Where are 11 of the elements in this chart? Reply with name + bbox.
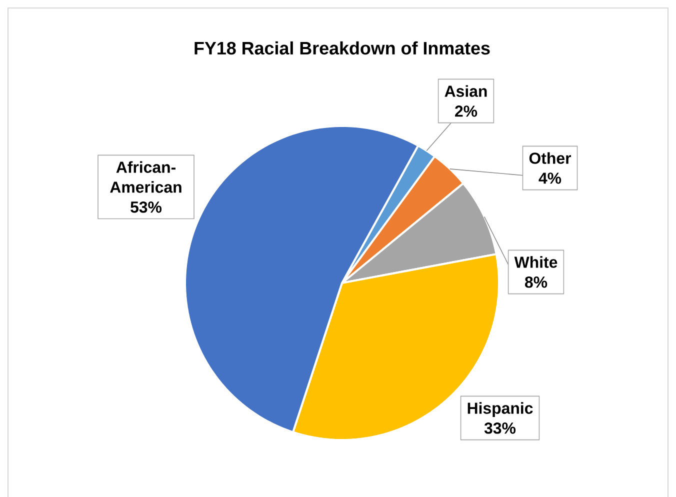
slice-label: Hispanic (468, 402, 533, 417)
slice-label: African-American (110, 161, 182, 193)
data-label: 33% (484, 422, 516, 434)
data-label: 4% (538, 172, 562, 184)
data-label: 8% (524, 276, 548, 288)
slice-label: Asian (444, 85, 487, 97)
slice-label: White (514, 256, 558, 268)
data-label: 53% (130, 201, 162, 213)
data-label: 2% (455, 105, 478, 117)
chart-title: FY18 Racial Breakdown of Inmates (194, 41, 490, 54)
slice-label: Other (529, 152, 572, 164)
